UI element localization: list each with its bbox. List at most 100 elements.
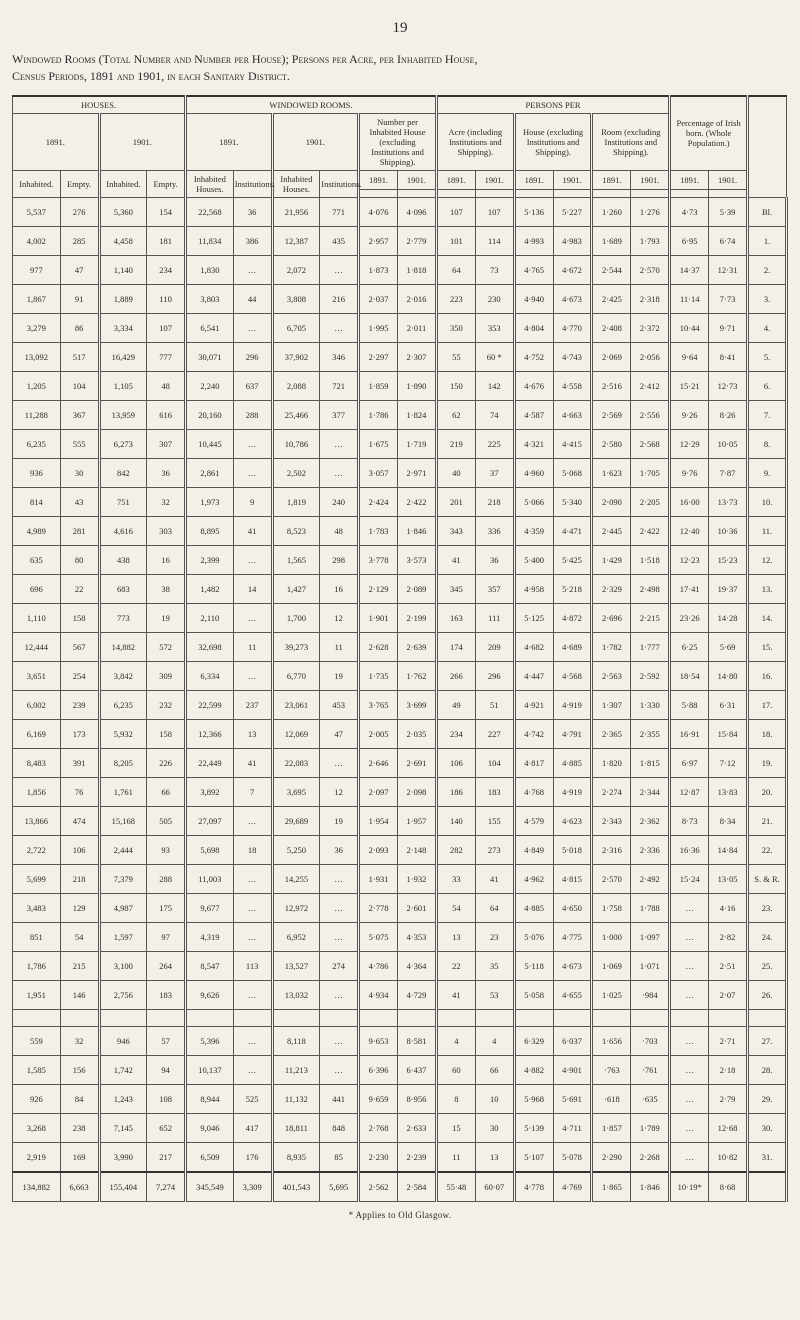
cell: 1·689 [592,226,631,255]
sub-1901f: 1901. [631,170,670,189]
cell: 1·429 [592,545,631,574]
cell: 66 [475,1055,514,1084]
cell: 2·422 [631,516,670,545]
cell: 346 [320,342,359,371]
cell: 273 [475,835,514,864]
cell: 15,168 [99,806,147,835]
cell: 10,445 [186,429,234,458]
cell: 4·711 [553,1113,592,1142]
cell: 4,987 [99,893,147,922]
cell: 227 [475,719,514,748]
cell: 4·359 [514,516,553,545]
cell: 2·355 [631,719,670,748]
cell: 40 [436,458,475,487]
cell: 1. [748,226,787,255]
cell: 18 [233,835,272,864]
cell: 751 [99,487,147,516]
cell: 2·035 [398,719,437,748]
table-row: 13,09251716,42977730,07129637,9023462·29… [13,342,787,371]
cell: 8 [436,1084,475,1113]
cell: 11 [320,632,359,661]
table-row: 3,4831294,9871759,677…12,972…2·7782·6015… [13,893,787,922]
cell: 8,483 [13,748,61,777]
cell: 15. [748,632,787,661]
cell: 635 [13,545,61,574]
cell: 1·735 [359,661,398,690]
cell: 1·656 [592,1026,631,1055]
cell: 2·089 [398,574,437,603]
cell: 4·901 [553,1055,592,1084]
cell: 4,319 [186,922,234,951]
sub-inhab2: Inhabited. [99,170,147,197]
hdr-1901: 1901. [99,113,186,170]
cell: 240 [320,487,359,516]
cell: … [320,313,359,342]
cell: 36 [147,458,186,487]
cell: 175 [147,893,186,922]
cell: 1,482 [186,574,234,603]
cell: 13 [475,1142,514,1172]
cell: 572 [147,632,186,661]
cell: 4·962 [514,864,553,893]
cell: 1,889 [99,284,147,313]
cell: 134,882 [13,1172,61,1202]
cell: 2·691 [398,748,437,777]
table-row: 1,867911,8891103,803443,8082162·0372·016… [13,284,787,313]
cell: 55·48 [436,1172,475,1202]
cell: 2·005 [359,719,398,748]
cell: 2·569 [592,400,631,429]
table-row: 6,1691735,93215812,3661312,069472·0052·0… [13,719,787,748]
cell: 1·815 [631,748,670,777]
cell: 3,990 [99,1142,147,1172]
cell: 201 [436,487,475,516]
cell: 4·682 [514,632,553,661]
cell: 1·518 [631,545,670,574]
cell: Bl. [748,197,787,226]
cell: 16 [147,545,186,574]
cell: 4·16 [709,893,748,922]
cell: 2,502 [272,458,320,487]
cell: 4 [475,1026,514,1055]
cell: 559 [13,1026,61,1055]
cell: 1·957 [398,806,437,835]
cell: 2·408 [592,313,631,342]
cell: 12·40 [670,516,709,545]
cell: 64 [436,255,475,284]
cell: 2·82 [709,922,748,951]
cell: 76 [60,777,99,806]
cell: 771 [320,197,359,226]
cell: 16. [748,661,787,690]
cell: 39,273 [272,632,320,661]
cell: ·763 [592,1055,631,1084]
cell: 1·071 [631,951,670,980]
cell: 5·066 [514,487,553,516]
cell: 2·580 [592,429,631,458]
table-head: HOUSES. WINDOWED ROOMS. PERSONS PER Perc… [13,96,787,198]
cell: 22,599 [186,690,234,719]
cell: 6·97 [670,748,709,777]
cell: 1·890 [398,371,437,400]
sub-1891d: 1891. [436,170,475,189]
table-row: 4,9892814,6163038,895418,523481·7831·846… [13,516,787,545]
cell: 5,932 [99,719,147,748]
cell: 435 [320,226,359,255]
cell: 1·873 [359,255,398,284]
cell: 7·87 [709,458,748,487]
cell: 254 [60,661,99,690]
cell: … [233,661,272,690]
cell: 13,959 [99,400,147,429]
cell: 8,547 [186,951,234,980]
cell: 2·016 [398,284,437,313]
cell: 517 [60,342,99,371]
cell: S. & R. [748,864,787,893]
cell: 2. [748,255,787,284]
cell: 285 [60,226,99,255]
cell: 10·36 [709,516,748,545]
table-row: 1,856761,761663,89273,695122·0972·098186… [13,777,787,806]
cell: 53 [475,980,514,1009]
cell: 13 [233,719,272,748]
cell: 156 [60,1055,99,1084]
cell: 1·820 [592,748,631,777]
cell: 35 [475,951,514,980]
cell: 12·68 [709,1113,748,1142]
